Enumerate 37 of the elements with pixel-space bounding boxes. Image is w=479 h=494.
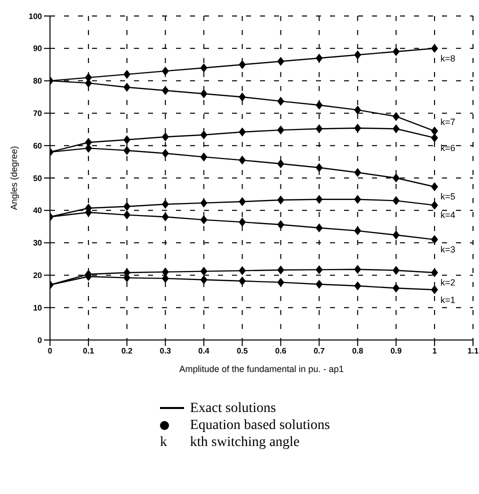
series-label: k=3 (440, 244, 456, 255)
series-label: k=8 (440, 53, 456, 64)
x-tick-label: 0.5 (236, 346, 248, 356)
text: Equation based solutions (190, 417, 330, 434)
y-tick-label: 10 (33, 303, 43, 312)
text: kth switching angle (190, 434, 300, 451)
series-label: k=6 (440, 142, 456, 153)
y-tick-label: 30 (33, 238, 43, 248)
y-tick-label: 80 (33, 76, 43, 86)
x-tick-label: 0.4 (198, 346, 210, 356)
x-tick-label: 0.6 (275, 346, 287, 356)
x-tick-label: 0 (48, 346, 53, 356)
x-tick-label: 0.8 (352, 346, 364, 356)
series-label: k=7 (440, 117, 456, 128)
y-tick-label: 100 (28, 12, 43, 21)
y-tick-label: 0 (38, 336, 43, 345)
x-tick-label: 0.7 (314, 346, 326, 356)
y-tick-label: 20 (33, 271, 43, 280)
x-tick-label: 0.9 (390, 346, 402, 356)
series-label: k=1 (440, 294, 456, 305)
y-tick-label: 40 (33, 206, 43, 216)
x-tick-label: 1 (432, 346, 438, 356)
y-tick-label: 50 (33, 174, 43, 183)
text: k (160, 434, 168, 451)
y-tick-label: 70 (33, 109, 43, 118)
series-label: k=4 (440, 210, 456, 220)
series-label: k=2 (440, 278, 456, 288)
x-tick-label: 0.3 (160, 346, 172, 356)
x-tick-label: 0.1 (82, 346, 95, 356)
text: Exact solutions (190, 400, 276, 417)
x-axis-title: Amplitude of the fundamental in pu. - ap1 (179, 364, 344, 374)
y-axis-title: Angles (degree) (9, 146, 20, 210)
y-tick-label: 90 (33, 44, 43, 54)
x-tick-label: 0.2 (121, 346, 134, 356)
series-label: k=5 (440, 192, 456, 202)
y-tick-label: 60 (33, 141, 43, 150)
x-tick-label: 1.1 (467, 346, 479, 356)
